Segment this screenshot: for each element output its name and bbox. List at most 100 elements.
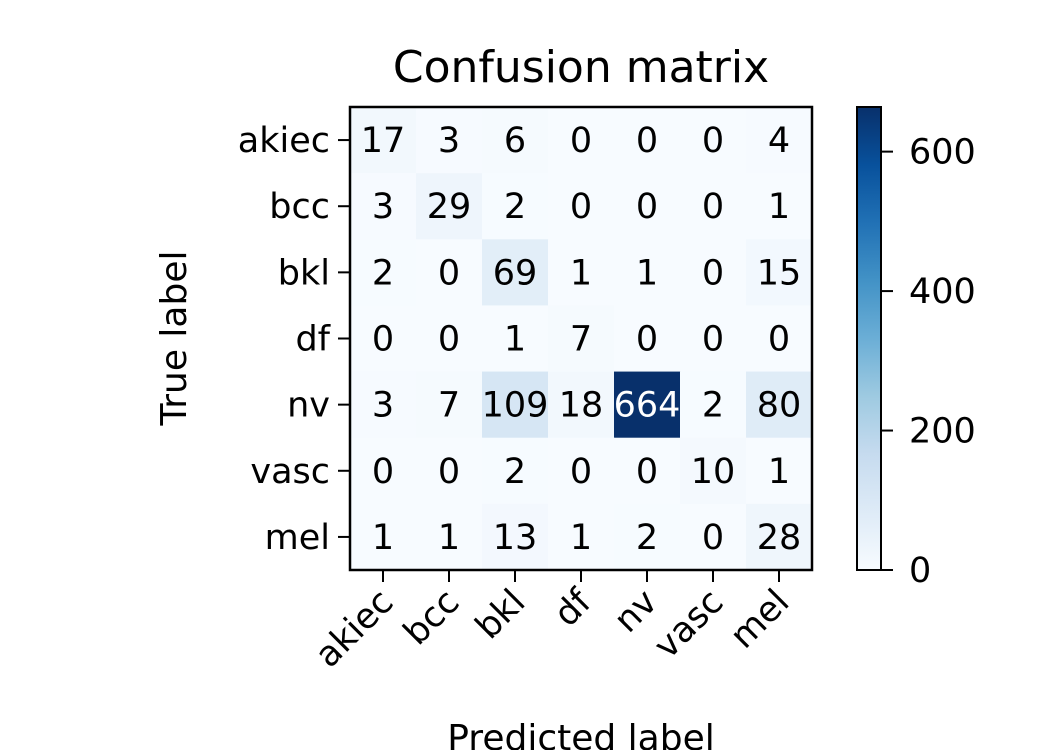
cell-value-label: 0 [636,187,658,227]
cell-value-label: 1 [768,452,790,492]
cell-value-label: 3 [372,386,394,426]
cell-value-label: 0 [570,187,592,227]
cell-value-label: 17 [361,121,406,161]
cell-value-label: 2 [702,386,724,426]
heatmap-cell [350,371,417,439]
cell-value-label: 10 [691,452,736,492]
cell-value-label: 0 [570,121,592,161]
cell-value-label: 1 [438,518,460,558]
cell-value-label: 7 [438,386,460,426]
heatmap-cell [614,371,681,439]
heatmap-cell [416,305,483,373]
x-tick-label: vasc [647,582,732,667]
cell-value-label: 6 [504,121,526,161]
heatmap-cell [614,173,681,240]
cell-value-label: 29 [427,187,472,227]
y-tick-label: bkl [278,253,330,293]
cell-value-label: 0 [570,452,592,492]
cell-value-label: 0 [768,320,790,360]
cell-value-label: 1 [504,320,526,360]
heatmap-cell [614,107,681,174]
heatmap-cell [482,239,549,306]
y-axis-ticks: akiec bcc bkl df nv vasc mel [238,121,350,558]
y-tick-label: mel [265,518,330,558]
x-axis-label: Predicted label [447,718,715,750]
heatmap-cells [350,107,813,571]
heatmap-cell [350,173,417,240]
colorbar-tick-label: 600 [909,133,976,173]
cell-value-label: 1 [570,253,592,293]
y-tick-label: nv [287,386,330,426]
heatmap-cell [350,239,417,306]
heatmap-cell [746,107,813,174]
cell-value-label: 0 [438,320,460,360]
heatmap-cell [482,107,549,174]
heatmap-cell [746,305,813,373]
cell-value-label: 13 [493,518,538,558]
heatmap-cell [548,239,615,306]
heatmap-cell [548,371,615,439]
heatmap-cell [680,371,747,439]
colorbar-tick-label: 0 [909,551,931,591]
heatmap-cell [482,371,549,439]
cell-value-label: 3 [438,121,460,161]
heatmap-cell [482,503,549,571]
cell-value-label: 1 [570,518,592,558]
cell-value-label: 1 [636,253,658,293]
cell-value-label: 0 [702,320,724,360]
cell-value-label: 0 [372,320,394,360]
heatmap-cell [746,371,813,439]
cell-value-label: 80 [757,386,802,426]
heatmap-cell [548,173,615,240]
heatmap-cell [614,503,681,571]
cell-value-label: 18 [559,386,604,426]
heatmap-cell [482,173,549,240]
colorbar [856,106,882,571]
heatmap-cell [482,437,549,505]
heatmap-cell [548,437,615,505]
cell-value-label: 1 [768,187,790,227]
cell-value-label: 28 [757,518,802,558]
cell-value-label: 109 [482,386,549,426]
cell-value-label: 664 [614,386,681,426]
cell-value-label: 0 [438,452,460,492]
heatmap-cell [680,173,747,240]
heatmap-cell [416,437,483,505]
heatmap-cell [548,107,615,174]
heatmap-cell [680,437,747,505]
y-axis-label: True label [154,251,195,427]
cell-value-label: 3 [372,187,394,227]
colorbar-tick-label: 400 [909,272,976,312]
cell-value-label: 2 [372,253,394,293]
chart-title: Confusion matrix [393,42,769,93]
heatmap-cell [548,305,615,373]
cell-value-label: 0 [702,187,724,227]
cell-value-label: 0 [636,121,658,161]
heatmap-cell [350,107,417,174]
heatmap-cell [548,503,615,571]
heatmap-cell [680,305,747,373]
cell-value-label: 4 [768,121,790,161]
cell-value-label: 2 [636,518,658,558]
heatmap-cell [614,239,681,306]
cell-value-label: 69 [493,253,538,293]
cell-value-label: 0 [702,253,724,293]
heatmap-cell [416,107,483,174]
heatmap-cell [680,503,747,571]
heatmap-cell [614,437,681,505]
y-tick-label: bcc [269,187,330,227]
y-tick-label: df [295,320,330,360]
heatmap-cell [416,239,483,306]
heatmap-cell [746,437,813,505]
cell-value-label: 0 [438,253,460,293]
heatmap-cell [746,173,813,240]
cell-value-label: 0 [702,518,724,558]
heatmap-cell [350,305,417,373]
heatmap-cell [416,503,483,571]
colorbar-ticks: 0 200 400 600 [881,133,976,591]
heatmap-cell [416,173,483,240]
heatmap-cell [614,305,681,373]
heatmap-cell [350,503,417,571]
y-tick-label: akiec [238,121,330,161]
